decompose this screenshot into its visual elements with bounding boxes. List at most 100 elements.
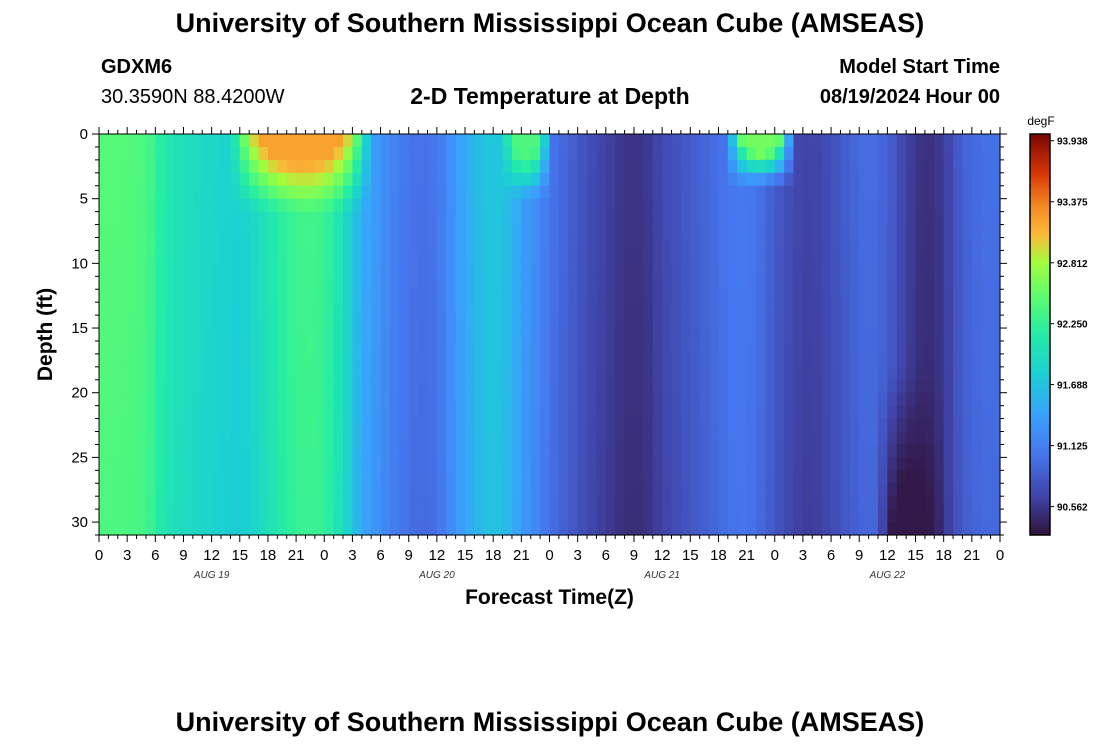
heatmap-cell: [314, 340, 325, 355]
heatmap-cell: [267, 134, 278, 148]
heatmap-cell: [877, 353, 888, 368]
heatmap-cell: [924, 185, 935, 200]
heatmap-cell: [709, 276, 720, 290]
heatmap-cell: [286, 224, 297, 239]
heatmap-cell: [380, 509, 391, 523]
heatmap-cell: [962, 198, 973, 213]
heatmap-cell: [286, 470, 297, 484]
heatmap-cell: [389, 159, 400, 174]
heatmap-cell: [136, 392, 147, 407]
heatmap-cell: [361, 379, 372, 394]
heatmap-cell: [887, 315, 898, 329]
heatmap-cell: [774, 237, 785, 252]
heatmap-cell: [465, 224, 476, 239]
heatmap-cell: [662, 289, 673, 303]
heatmap-cell: [418, 444, 429, 458]
heatmap-cell: [211, 444, 222, 458]
heatmap-cell: [408, 185, 419, 200]
heatmap-cell: [671, 237, 682, 252]
heatmap-cell: [502, 159, 513, 174]
heatmap-cell: [568, 159, 579, 174]
heatmap-cell: [127, 211, 138, 226]
heatmap-cell: [530, 289, 541, 303]
heatmap-cell: [324, 431, 335, 446]
heatmap-cell: [605, 315, 616, 329]
heatmap-cell: [249, 172, 260, 187]
heatmap-cell: [455, 483, 466, 497]
heatmap-cell: [343, 496, 354, 510]
heatmap-cell: [877, 509, 888, 523]
heatmap-cell: [568, 146, 579, 161]
heatmap-cell: [943, 172, 954, 187]
heatmap-cell: [239, 159, 250, 174]
heatmap-cell: [174, 159, 185, 174]
heatmap-cell: [840, 431, 851, 446]
heatmap-cell: [164, 366, 175, 381]
heatmap-cell: [521, 185, 532, 200]
heatmap-cell: [765, 444, 776, 458]
heatmap-cell: [849, 224, 860, 239]
heatmap-cell: [361, 134, 372, 148]
heatmap-cell: [821, 289, 832, 303]
heatmap-cell: [427, 405, 438, 420]
heatmap-cell: [277, 366, 288, 381]
heatmap-cell: [136, 431, 147, 446]
heatmap-cell: [633, 431, 644, 446]
heatmap-cell: [258, 509, 269, 523]
heatmap-cell: [324, 444, 335, 458]
heatmap-cell: [840, 237, 851, 252]
heatmap-cell: [108, 302, 119, 316]
heatmap-cell: [436, 483, 447, 497]
heatmap-cell: [943, 263, 954, 277]
heatmap-cell: [530, 509, 541, 523]
heatmap-cell: [221, 159, 231, 174]
heatmap-cell: [577, 224, 588, 239]
heatmap-cell: [784, 159, 795, 174]
x-tick-label: 6: [602, 547, 610, 564]
heatmap-cell: [577, 263, 588, 277]
heatmap-cell: [136, 379, 147, 394]
heatmap-cell: [699, 496, 710, 510]
heatmap-cell: [774, 353, 785, 368]
heatmap-cell: [267, 340, 278, 355]
heatmap-cell: [755, 289, 766, 303]
heatmap-cell: [249, 185, 260, 200]
heatmap-cell: [802, 146, 813, 161]
heatmap-cell: [380, 366, 391, 381]
heatmap-cell: [408, 237, 419, 252]
heatmap-cell: [896, 418, 907, 433]
heatmap-cell: [887, 146, 898, 161]
heatmap-cell: [981, 444, 992, 458]
heatmap-cell: [155, 509, 166, 523]
heatmap-cell: [221, 211, 231, 226]
heatmap-cell: [662, 457, 673, 471]
heatmap-cell: [455, 340, 466, 355]
heatmap-cell: [183, 328, 194, 342]
heatmap-cell: [671, 315, 682, 329]
heatmap-cell: [446, 224, 457, 239]
heatmap-cell: [577, 444, 588, 458]
heatmap-cell: [568, 509, 579, 523]
heatmap-cell: [774, 134, 785, 148]
heatmap-cell: [877, 431, 888, 446]
heatmap-cell: [568, 276, 579, 290]
heatmap-cell: [483, 172, 494, 187]
heatmap-cell: [305, 185, 316, 200]
heatmap-cell: [192, 457, 203, 471]
heatmap-cell: [755, 509, 766, 523]
heatmap-cell: [221, 185, 231, 200]
heatmap-cell: [962, 276, 973, 290]
heatmap-cell: [192, 224, 203, 239]
heatmap-cell: [709, 328, 720, 342]
heatmap-cell: [840, 172, 851, 187]
heatmap-cell: [399, 211, 410, 226]
heatmap-cell: [239, 211, 250, 226]
heatmap-cell: [333, 224, 344, 239]
heatmap-cell: [605, 405, 616, 420]
heatmap-cell: [596, 250, 607, 264]
heatmap-cell: [202, 263, 213, 277]
heatmap-cell: [840, 224, 851, 239]
heatmap-cell: [371, 211, 382, 226]
heatmap-cell: [934, 366, 945, 381]
heatmap-cell: [145, 522, 156, 536]
